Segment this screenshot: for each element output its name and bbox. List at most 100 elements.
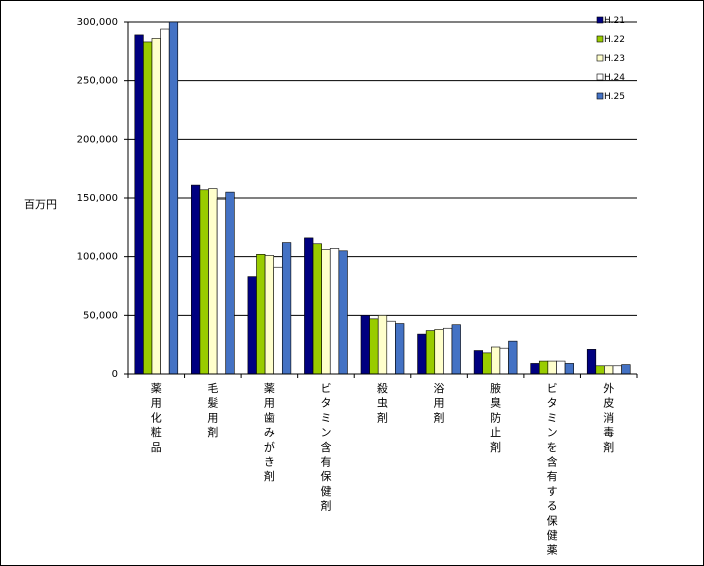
category-label-char: 臭	[490, 396, 501, 410]
category-label-char: 保	[320, 469, 331, 483]
category-label-char: 薬	[151, 382, 162, 395]
category-label-char: ビ	[547, 382, 558, 395]
bar	[499, 347, 509, 375]
legend-label: H.24	[604, 73, 625, 83]
bar	[312, 243, 322, 375]
category-label-char: 外	[603, 382, 614, 395]
category-label-char: 剤	[264, 469, 275, 483]
bar	[451, 324, 461, 375]
category-label-char: み	[264, 426, 275, 439]
category-label: 殺虫剤	[377, 381, 388, 424]
category-label-char: 消	[603, 410, 614, 424]
category-label-char: 健	[320, 485, 331, 498]
bar	[168, 21, 179, 375]
category-label-char: ミ	[547, 411, 558, 424]
category-label-char: ミ	[320, 411, 331, 424]
bar	[586, 349, 597, 375]
category-label-char: 含	[547, 455, 558, 469]
bar	[538, 360, 549, 375]
bar	[208, 188, 218, 375]
category-label-char: 用	[434, 397, 445, 410]
bar	[395, 323, 405, 375]
category-label-char: 止	[490, 426, 501, 439]
legend-swatch	[596, 35, 604, 43]
y-tick-label: 50,000	[83, 310, 118, 321]
legend-swatch	[596, 54, 604, 62]
category-label-char: 剤	[377, 410, 388, 424]
category-labels: 薬用化粧品毛髪用剤薬用歯みがき剤ビタミン含有保健剤殺虫剤浴用剤腋臭防止剤ビタミン…	[151, 381, 614, 557]
bar	[160, 28, 170, 375]
bar	[134, 34, 144, 375]
bar	[304, 237, 314, 375]
category-label-char: 剤	[490, 440, 501, 454]
category-label-char: 用	[264, 397, 275, 410]
y-tick-label: 200,000	[77, 134, 118, 145]
category-label-char: き	[264, 456, 275, 469]
category-label-char: 虫	[377, 397, 388, 410]
bar	[604, 365, 614, 375]
category-label-char: 防	[490, 410, 501, 424]
legend-label: H.23	[604, 54, 625, 64]
y-axis-label: 百万円	[24, 198, 57, 211]
bar	[329, 248, 340, 375]
category-label-char: 髪	[207, 396, 218, 410]
y-tick-label: 100,000	[77, 252, 118, 263]
bar	[386, 320, 396, 375]
bar	[508, 340, 518, 375]
category-label-char: 品	[151, 441, 162, 454]
bar	[143, 41, 153, 375]
bar	[434, 329, 444, 375]
category-label-char: 保	[547, 513, 558, 527]
axes	[124, 21, 638, 378]
category-label-char: 粧	[151, 426, 162, 439]
y-tick-label: 300,000	[77, 17, 118, 28]
legend-label: H.21	[604, 16, 625, 26]
category-label-char: 殺	[377, 381, 388, 395]
category-label-char: 剤	[434, 410, 445, 424]
bar	[225, 191, 235, 375]
bar	[216, 198, 227, 375]
category-label-char: タ	[547, 397, 558, 410]
bar	[247, 276, 257, 375]
category-label-char: 有	[547, 469, 558, 483]
bar	[556, 360, 566, 375]
bar	[595, 365, 605, 375]
category-label-char: 毒	[603, 426, 614, 439]
category-label-char: ン	[547, 426, 558, 439]
y-tick-label: 0	[112, 369, 118, 380]
category-label-char: 歯	[264, 411, 275, 424]
category-label-char: 含	[320, 440, 331, 454]
bar	[491, 346, 501, 375]
bar	[547, 360, 557, 375]
category-label-char: 薬	[547, 544, 558, 557]
bar	[443, 327, 453, 375]
bar	[264, 255, 274, 375]
category-label-char: 浴	[434, 382, 445, 395]
y-tick-label: 250,000	[77, 76, 118, 87]
y-tick-label: 150,000	[77, 193, 118, 204]
category-label-char: 腋	[490, 381, 501, 395]
category-label: 浴用剤	[434, 382, 445, 424]
legend-label: H.22	[604, 35, 625, 45]
category-label-char: 用	[151, 397, 162, 410]
category-label-char: る	[547, 500, 558, 513]
bar	[621, 364, 631, 375]
category-label-char: 毛	[207, 382, 218, 395]
category-label-char: す	[547, 485, 558, 498]
category-label-char: 剤	[320, 499, 331, 513]
category-label-char: 用	[207, 411, 218, 424]
bar	[321, 249, 331, 375]
category-label-char: 皮	[603, 397, 614, 410]
bar	[473, 350, 484, 375]
bar	[482, 352, 492, 375]
legend-swatch	[596, 92, 604, 100]
bar	[199, 189, 209, 375]
